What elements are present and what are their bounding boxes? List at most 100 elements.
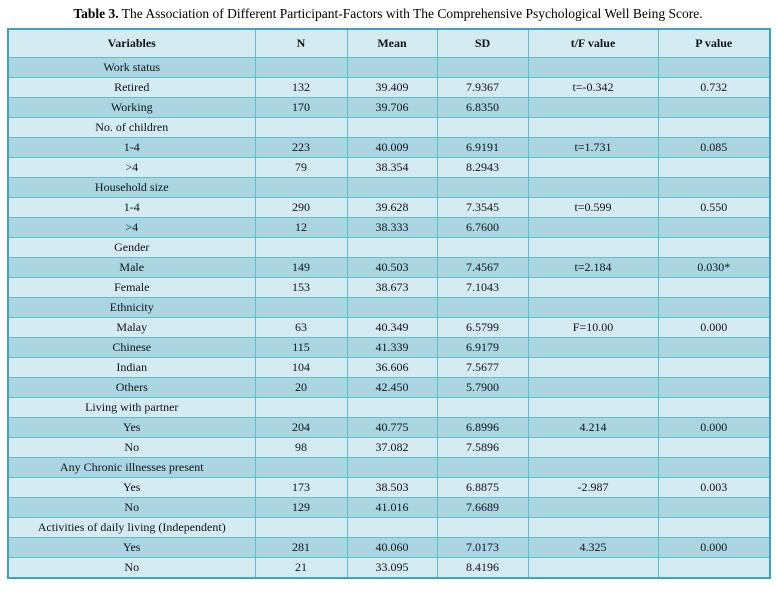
cell-n	[254, 517, 348, 538]
cell-variable: 1-4	[7, 137, 256, 158]
cell-p-value: 0.000	[657, 537, 771, 558]
cell-p-value	[657, 97, 771, 118]
table-row: Male 149 40.503 7.4567 t=2.184 0.030*	[7, 257, 771, 278]
table-row: Others 20 42.450 5.7900	[7, 377, 771, 398]
section-row: No. of children	[7, 117, 771, 138]
cell-mean: 41.339	[346, 337, 438, 358]
table-row: 1-4 290 39.628 7.3545 t=0.599 0.550	[7, 197, 771, 218]
cell-variable: Retired	[7, 77, 256, 98]
cell-p-value	[657, 177, 771, 198]
cell-sd	[436, 177, 529, 198]
cell-p-value	[657, 217, 771, 238]
cell-mean	[346, 177, 438, 198]
cell-p-value	[657, 237, 771, 258]
cell-mean	[346, 57, 438, 78]
cell-p-value: 0.550	[657, 197, 771, 218]
cell-sd	[436, 117, 529, 138]
cell-p-value: 0.000	[657, 317, 771, 338]
cell-p-value	[657, 117, 771, 138]
cell-mean: 40.009	[346, 137, 438, 158]
table-row: Yes 204 40.775 6.8996 4.214 0.000	[7, 417, 771, 438]
cell-n: 173	[254, 477, 348, 498]
cell-variable: Yes	[7, 537, 256, 558]
cell-p-value	[657, 517, 771, 538]
cell-n	[254, 237, 348, 258]
cell-variable: Gender	[7, 237, 256, 258]
cell-tf-value	[527, 377, 659, 398]
header-row: Variables N Mean SD t/F value P value	[7, 28, 771, 58]
cell-sd	[436, 457, 529, 478]
cell-mean: 42.450	[346, 377, 438, 398]
cell-mean: 36.606	[346, 357, 438, 378]
cell-sd: 6.5799	[436, 317, 529, 338]
cell-p-value	[657, 157, 771, 178]
cell-mean: 41.016	[346, 497, 438, 518]
cell-p-value: 0.000	[657, 417, 771, 438]
cell-n: 170	[254, 97, 348, 118]
cell-n: 63	[254, 317, 348, 338]
cell-sd: 8.4196	[436, 557, 529, 579]
cell-tf-value	[527, 357, 659, 378]
table-row: >4 12 38.333 6.7600	[7, 217, 771, 238]
cell-sd: 7.9367	[436, 77, 529, 98]
cell-variable: No	[7, 557, 256, 579]
cell-mean: 40.349	[346, 317, 438, 338]
table-row: No 98 37.082 7.5896	[7, 437, 771, 458]
cell-sd	[436, 57, 529, 78]
cell-mean: 38.354	[346, 157, 438, 178]
table-row: Indian 104 36.606 7.5677	[7, 357, 771, 378]
header-variables: Variables	[7, 28, 256, 58]
cell-sd: 5.7900	[436, 377, 529, 398]
cell-p-value	[657, 357, 771, 378]
cell-variable: Chinese	[7, 337, 256, 358]
table-row: Yes 281 40.060 7.0173 4.325 0.000	[7, 537, 771, 558]
cell-variable: Malay	[7, 317, 256, 338]
cell-mean: 39.706	[346, 97, 438, 118]
table-row: Female 153 38.673 7.1043	[7, 277, 771, 298]
table-body: Work status Retired 132 39.409 7.9367 t=…	[7, 57, 771, 579]
cell-sd: 6.7600	[436, 217, 529, 238]
cell-tf-value: -2.987	[527, 477, 659, 498]
cell-tf-value	[527, 457, 659, 478]
cell-tf-value: t=2.184	[527, 257, 659, 278]
cell-variable: Activities of daily living (Independent)	[7, 517, 256, 538]
cell-n: 290	[254, 197, 348, 218]
cell-n: 98	[254, 437, 348, 458]
cell-tf-value	[527, 497, 659, 518]
cell-variable: Male	[7, 257, 256, 278]
section-row: Household size	[7, 177, 771, 198]
cell-mean	[346, 517, 438, 538]
cell-n: 79	[254, 157, 348, 178]
cell-variable: Any Chronic illnesses present	[7, 457, 256, 478]
cell-mean: 33.095	[346, 557, 438, 579]
cell-variable: No. of children	[7, 117, 256, 138]
cell-tf-value	[527, 217, 659, 238]
cell-mean: 40.060	[346, 537, 438, 558]
table-row: Yes 173 38.503 6.8875 -2.987 0.003	[7, 477, 771, 498]
table-title-text: The Association of Different Participant…	[118, 6, 703, 21]
cell-p-value	[657, 377, 771, 398]
cell-tf-value	[527, 117, 659, 138]
cell-variable: Yes	[7, 477, 256, 498]
header-p-value: P value	[657, 28, 771, 58]
cell-sd: 6.8996	[436, 417, 529, 438]
cell-n	[254, 457, 348, 478]
cell-sd	[436, 397, 529, 418]
header-tf-value: t/F value	[527, 28, 659, 58]
cell-mean	[346, 397, 438, 418]
cell-variable: No	[7, 437, 256, 458]
section-row: Gender	[7, 237, 771, 258]
cell-p-value	[657, 497, 771, 518]
cell-variable: Ethnicity	[7, 297, 256, 318]
cell-n: 21	[254, 557, 348, 579]
cell-variable: Indian	[7, 357, 256, 378]
cell-sd: 6.9191	[436, 137, 529, 158]
cell-sd: 6.9179	[436, 337, 529, 358]
header-sd: SD	[436, 28, 529, 58]
cell-n: 20	[254, 377, 348, 398]
cell-tf-value	[527, 397, 659, 418]
cell-variable: >4	[7, 217, 256, 238]
section-row: Any Chronic illnesses present	[7, 457, 771, 478]
cell-n	[254, 117, 348, 138]
cell-p-value: 0.030*	[657, 257, 771, 278]
